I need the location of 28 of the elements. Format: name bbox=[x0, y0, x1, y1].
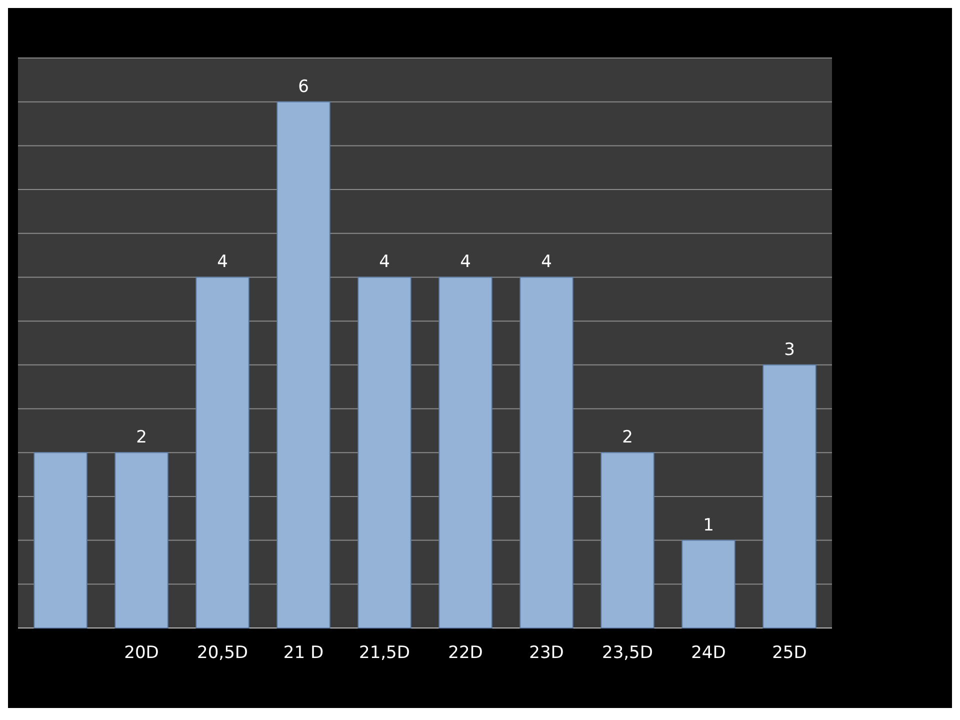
data-label: 2 bbox=[622, 428, 633, 448]
data-label: 4 bbox=[217, 252, 228, 272]
bar bbox=[600, 452, 654, 628]
data-label: 4 bbox=[379, 252, 390, 272]
bar bbox=[682, 540, 736, 628]
x-tick-label: 22D bbox=[448, 643, 483, 663]
x-tick-label: 20,5D bbox=[197, 643, 248, 663]
bar bbox=[762, 364, 816, 628]
x-tick-label: 21 D bbox=[283, 643, 324, 663]
bar bbox=[520, 276, 574, 628]
x-tick-label: 20D bbox=[124, 643, 159, 663]
x-tick-label: 23,5D bbox=[602, 643, 653, 663]
bar bbox=[276, 101, 330, 628]
bar bbox=[196, 276, 250, 628]
bar bbox=[438, 276, 492, 628]
data-label: 4 bbox=[541, 252, 552, 272]
bar bbox=[114, 452, 168, 628]
data-label: 6 bbox=[298, 76, 309, 97]
x-tick-label: 24D bbox=[691, 643, 726, 663]
x-tick-label: 23D bbox=[529, 643, 564, 663]
data-label: 3 bbox=[784, 340, 795, 360]
x-tick-label: 25D bbox=[772, 643, 807, 663]
x-tick-label: 21,5D bbox=[359, 643, 410, 663]
bar bbox=[358, 276, 412, 628]
data-label: 2 bbox=[136, 428, 147, 448]
data-label: 4 bbox=[460, 252, 471, 272]
data-label: 1 bbox=[703, 515, 714, 536]
bar bbox=[34, 452, 88, 628]
